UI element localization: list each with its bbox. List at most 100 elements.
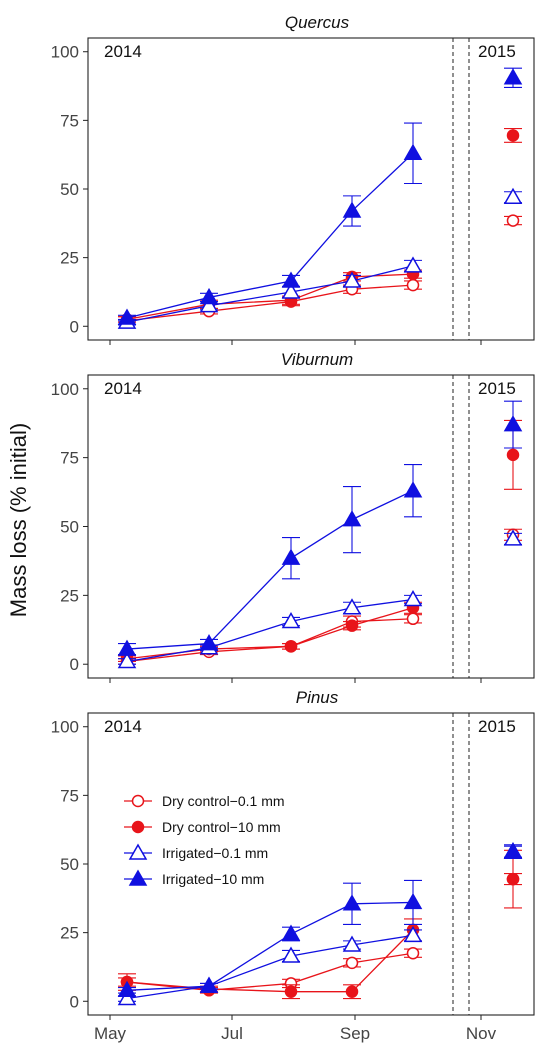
marker-circle: [345, 956, 359, 970]
legend-label: Dry control−0.1 mm: [162, 793, 285, 809]
marker-circle: [506, 872, 520, 886]
series-line: [126, 273, 414, 321]
y-tick-label: 100: [51, 380, 79, 399]
legend-label: Irrigated−10 mm: [162, 871, 264, 887]
year-label-2015: 2015: [478, 379, 516, 398]
series-2: [117, 529, 523, 669]
marker-triangle: [117, 989, 137, 1006]
series-line: [126, 152, 414, 319]
series-line: [126, 952, 414, 991]
marker-circle: [506, 448, 520, 462]
x-tick-label: May: [94, 1024, 127, 1043]
y-tick-label: 25: [60, 586, 79, 605]
marker-circle: [506, 129, 520, 142]
y-tick-label: 0: [70, 655, 79, 674]
marker-triangle: [342, 201, 362, 218]
series-line: [126, 598, 414, 663]
marker-triangle: [342, 935, 362, 952]
series-2: [117, 187, 523, 329]
marker-triangle: [199, 634, 219, 651]
y-tick-label: 100: [51, 718, 79, 737]
marker-triangle: [117, 651, 137, 669]
marker-triangle: [281, 946, 301, 963]
y-tick-label: 25: [60, 249, 79, 268]
series-3: [117, 400, 523, 656]
series-3: [117, 67, 523, 325]
marker-triangle: [342, 510, 362, 527]
legend-label: Irrigated−0.1 mm: [162, 845, 268, 861]
y-tick-label: 50: [60, 180, 79, 199]
marker-circle: [506, 214, 520, 227]
marker-triangle: [503, 529, 523, 546]
marker-circle: [406, 612, 420, 626]
marker-triangle: [503, 415, 523, 432]
marker-triangle: [117, 639, 137, 656]
marker-triangle: [403, 143, 423, 161]
y-tick-label: 0: [70, 317, 79, 336]
y-tick-label: 50: [60, 518, 79, 537]
marker-circle: [284, 640, 298, 653]
marker-triangle: [281, 271, 301, 288]
panel-title: Quercus: [285, 13, 350, 32]
series-line: [126, 934, 414, 1000]
legend-label: Dry control−10 mm: [162, 819, 281, 835]
series-line: [126, 490, 414, 650]
marker-circle: [284, 985, 298, 998]
year-label-2014: 2014: [104, 717, 142, 736]
year-label-2015: 2015: [478, 42, 516, 61]
marker-triangle: [117, 308, 137, 325]
series-line: [126, 284, 414, 322]
series-0: [118, 528, 522, 668]
y-tick-label: 100: [51, 43, 79, 62]
x-tick-label: Sep: [340, 1024, 370, 1043]
marker-triangle: [281, 282, 301, 299]
series-2: [117, 842, 523, 1006]
marker-triangle: [128, 869, 148, 886]
x-tick-label: Jul: [221, 1024, 243, 1043]
year-label-2015: 2015: [478, 717, 516, 736]
marker-triangle: [281, 548, 301, 565]
marker-triangle: [403, 481, 423, 498]
series-3: [117, 842, 523, 998]
panel-frame: [87, 37, 535, 341]
marker-triangle: [403, 256, 423, 273]
series-line: [126, 901, 414, 991]
panel-title: Pinus: [296, 688, 339, 707]
marker-triangle: [199, 296, 219, 313]
marker-triangle: [199, 287, 219, 305]
marker-triangle: [342, 598, 362, 615]
series-line: [126, 618, 414, 663]
y-tick-label: 75: [60, 786, 79, 805]
marker-triangle: [403, 925, 423, 943]
series-line: [126, 929, 414, 993]
y-tick-label: 75: [60, 449, 79, 468]
panel-pinus: Pinus 2014 2015 0 25 50 75 100 May Jul Sep Nov Dry c…: [51, 688, 535, 1043]
legend: Dry control−0.1 mm Dry control−10 mm Irrig…: [124, 793, 285, 887]
panel-viburnum: Viburnum 2014 2015 0 25 50 75 100: [51, 350, 535, 683]
panel-quercus: Quercus 2014 2015 0 25 50 75 100: [51, 13, 535, 345]
marker-triangle: [503, 842, 523, 859]
marker-triangle: [403, 589, 423, 607]
panel-frame: [87, 374, 535, 679]
series-line: [126, 607, 414, 660]
marker-triangle: [281, 612, 301, 629]
marker-triangle: [117, 980, 137, 998]
panel-frame: [87, 712, 535, 1016]
year-label-2014: 2014: [104, 42, 142, 61]
marker-triangle: [403, 892, 423, 910]
y-tick-label: 25: [60, 924, 79, 943]
marker-triangle: [342, 894, 362, 911]
marker-triangle: [128, 843, 148, 860]
marker-circle: [406, 278, 420, 292]
marker-circle: [345, 619, 359, 632]
panel-title: Viburnum: [281, 350, 353, 369]
marker-triangle: [503, 187, 523, 204]
marker-circle: [131, 820, 145, 834]
y-tick-label: 75: [60, 111, 79, 130]
marker-circle: [345, 985, 359, 998]
marker-circle: [406, 946, 420, 960]
marker-triangle: [342, 271, 362, 288]
marker-triangle: [199, 976, 219, 993]
marker-triangle: [281, 924, 301, 941]
